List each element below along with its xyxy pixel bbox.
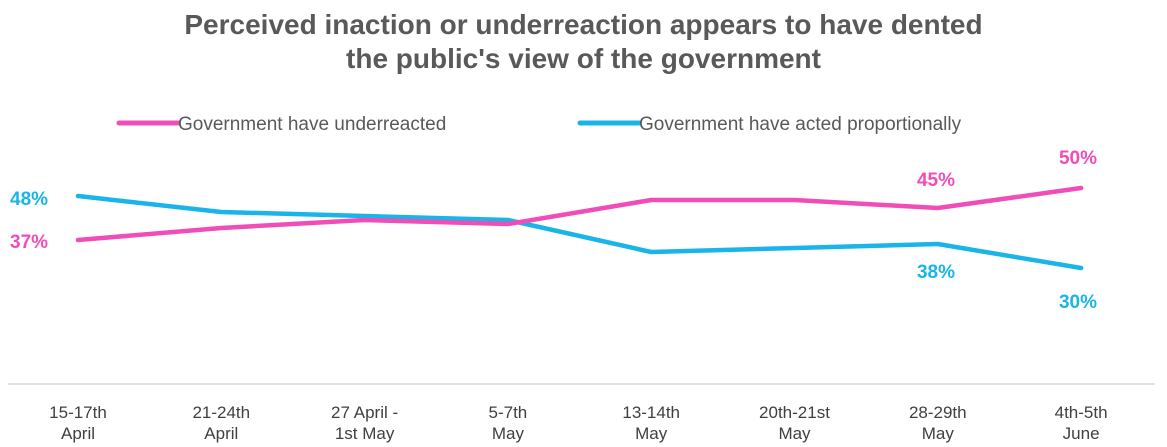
x-tick-label: 20th-21st May [759,403,830,443]
series-line-underreacted [75,185,1084,243]
data-label-proportionally: 38% [917,262,955,283]
x-tick-label: 13-14th May [622,403,680,443]
x-tick-label: 5-7th May [489,403,528,443]
x-tick-label: 21-24th April [192,403,250,443]
chart-title-line-1: Perceived inaction or underreaction appe… [184,9,983,40]
x-tick-label: 4th-5th June [1055,403,1108,443]
legend: Government have underreacted Government h… [116,114,962,135]
data-label-underreacted: 45% [917,170,955,191]
data-label-underreacted: 37% [10,232,48,253]
x-tick-label: 27 April -1st May [331,403,398,443]
data-label-underreacted: 50% [1059,148,1097,169]
legend-label: Government have acted proportionally [639,114,962,135]
data-label-proportionally: 48% [10,189,48,210]
series-line-proportionally [75,193,1084,271]
x-tick-label: 28-29th May [909,403,967,443]
chart-title-line-2: the public's view of the government [346,43,821,74]
x-tick-label: 15-17th April [49,403,107,443]
legend-label: Government have underreacted [178,114,446,135]
legend-item-underreacted: Government have underreacted [116,114,446,135]
x-axis-ticks: 15-17th April 21-24th April 27 April -1st Ma… [49,403,1107,443]
data-label-proportionally: 30% [1059,292,1097,313]
chart-title: Perceived inaction or underreaction appe… [0,8,1167,76]
legend-item-proportionally: Government have acted proportionally [577,114,962,135]
